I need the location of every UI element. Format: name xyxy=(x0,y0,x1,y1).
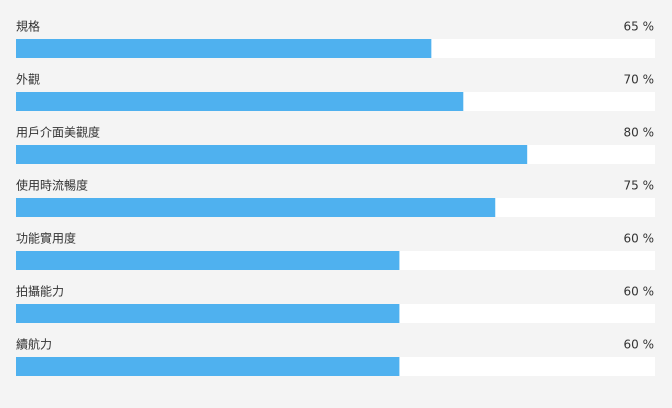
value-label: 60 % xyxy=(624,285,655,299)
value-label: 80 % xyxy=(624,126,655,140)
bar xyxy=(16,92,464,111)
bar xyxy=(16,304,400,323)
category-label: 用戶介面美觀度 xyxy=(16,125,100,140)
category-label: 續航力 xyxy=(16,337,52,352)
value-label: 65 % xyxy=(624,20,655,34)
category-label: 使用時流暢度 xyxy=(16,178,88,193)
bar xyxy=(16,251,400,270)
value-label: 70 % xyxy=(624,73,655,87)
bar xyxy=(16,39,432,58)
value-label: 75 % xyxy=(624,179,655,193)
category-label: 功能實用度 xyxy=(16,231,76,246)
category-label: 外觀 xyxy=(16,73,40,87)
bar xyxy=(16,145,528,164)
value-label: 60 % xyxy=(624,232,655,246)
bar xyxy=(16,357,400,376)
value-label: 60 % xyxy=(624,338,655,352)
bar xyxy=(16,198,496,217)
category-label: 規格 xyxy=(16,19,40,34)
category-label: 拍攝能力 xyxy=(16,284,64,299)
